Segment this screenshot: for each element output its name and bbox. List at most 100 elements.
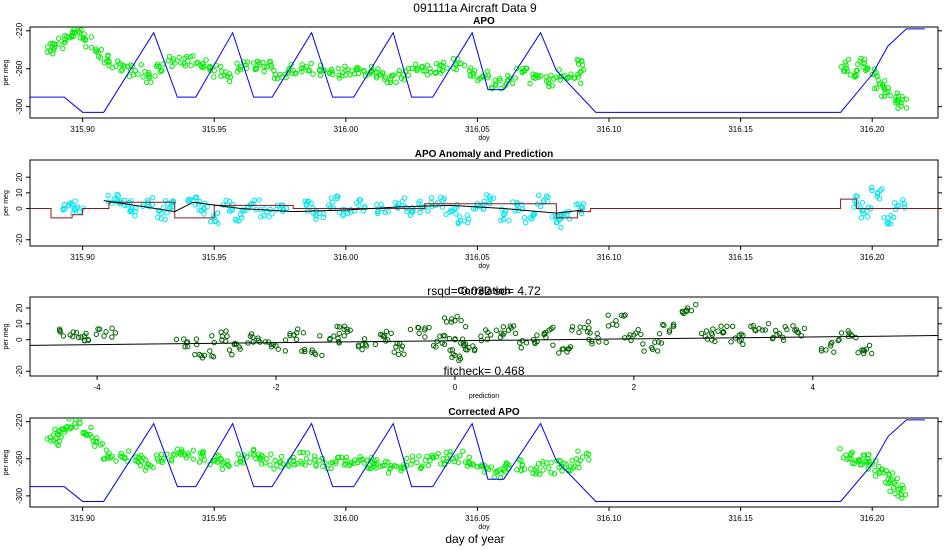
data-point — [226, 78, 233, 85]
data-point — [432, 70, 439, 76]
data-point — [363, 457, 370, 463]
data-point — [652, 339, 658, 345]
data-point — [543, 74, 549, 80]
data-point — [891, 214, 897, 221]
data-point — [219, 466, 226, 473]
data-point — [409, 65, 415, 72]
data-point — [331, 333, 337, 339]
data-point — [447, 347, 453, 353]
data-point — [244, 59, 251, 65]
data-point — [66, 418, 72, 422]
data-point — [881, 93, 888, 99]
data-point — [156, 63, 162, 70]
data-point — [565, 346, 571, 352]
data-point — [320, 214, 327, 220]
data-point — [548, 470, 555, 476]
data-point — [60, 207, 66, 213]
data-point — [295, 326, 301, 332]
data-point — [845, 328, 851, 334]
data-point — [433, 61, 440, 67]
data-point — [335, 65, 341, 72]
x-tick-label: 316.20 — [860, 253, 885, 262]
data-point — [670, 323, 677, 329]
data-point — [334, 323, 340, 330]
data-point — [466, 216, 472, 222]
data-point — [357, 454, 363, 460]
data-point — [628, 337, 634, 344]
data-point — [238, 214, 245, 221]
data-point — [203, 57, 209, 63]
data-point — [387, 79, 394, 86]
x-tick-label: 316.00 — [334, 125, 359, 134]
data-point — [859, 199, 866, 206]
data-point — [135, 71, 141, 77]
stats-annotation: rsqd= 0.032 sd= 4.72 — [427, 284, 541, 298]
data-point — [392, 199, 398, 206]
data-point — [138, 61, 144, 68]
y-tick-label: -220 — [15, 413, 24, 430]
data-point — [483, 327, 489, 333]
data-point — [548, 460, 554, 466]
data-point — [317, 67, 323, 74]
data-point — [209, 333, 215, 339]
x-tick-label: 0 — [453, 383, 458, 392]
data-point — [435, 450, 441, 457]
data-point — [158, 451, 165, 458]
data-point — [728, 339, 734, 345]
data-point — [382, 462, 388, 469]
data-point — [453, 211, 459, 217]
data-point — [236, 218, 242, 224]
data-point — [218, 329, 224, 335]
data-point — [465, 219, 471, 226]
x-tick-label: 315.90 — [70, 125, 95, 134]
data-point — [176, 54, 182, 61]
data-point — [96, 326, 103, 332]
data-point — [226, 198, 233, 205]
data-point — [341, 462, 347, 468]
data-point — [456, 353, 463, 359]
data-point — [515, 207, 521, 214]
data-point — [250, 446, 257, 453]
data-point — [858, 55, 864, 62]
data-point — [557, 216, 564, 222]
data-point — [226, 71, 233, 77]
data-point — [416, 330, 422, 337]
data-point — [274, 462, 280, 468]
data-point — [398, 346, 404, 352]
data-point — [638, 331, 644, 338]
data-point — [556, 67, 562, 73]
data-point — [157, 207, 163, 214]
x-tick-label: 316.00 — [334, 253, 359, 262]
data-point — [419, 63, 426, 70]
data-point — [531, 211, 537, 217]
data-point — [407, 326, 414, 333]
plot-area — [30, 27, 925, 113]
data-point — [851, 460, 857, 467]
data-point — [698, 330, 705, 337]
data-point — [93, 331, 100, 337]
data-point — [404, 208, 410, 215]
data-point — [455, 220, 462, 227]
data-point — [115, 192, 121, 199]
data-point — [552, 214, 559, 220]
data-point — [546, 83, 552, 90]
y-axis-label: per meg — [3, 60, 10, 86]
data-point — [226, 463, 232, 469]
data-point — [693, 302, 699, 308]
data-point — [385, 337, 391, 343]
data-point — [548, 72, 554, 79]
data-point — [88, 424, 94, 431]
data-point — [831, 349, 837, 355]
data-point — [853, 334, 859, 341]
data-point — [878, 466, 885, 473]
data-point — [416, 453, 422, 459]
data-point — [250, 334, 256, 340]
panel-corrected: Corrected APO 315.90 315.95 316.00 316.05 316… — [3, 407, 942, 531]
plot-frame — [29, 417, 939, 508]
data-point — [823, 347, 829, 353]
data-point — [878, 93, 885, 99]
data-point — [101, 456, 108, 462]
panel-title: APO — [473, 16, 495, 27]
data-point — [187, 54, 194, 60]
data-point — [512, 208, 518, 214]
